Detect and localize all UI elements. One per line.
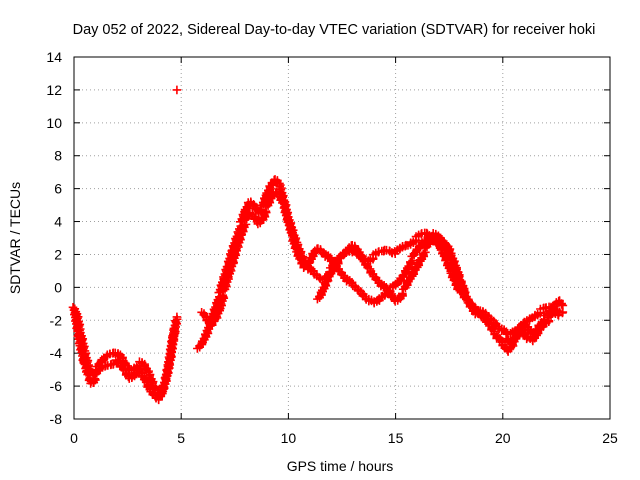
data-point-track-e bbox=[333, 257, 343, 267]
data-point-track-c bbox=[256, 204, 266, 214]
y-tick-label: 6 bbox=[54, 181, 62, 197]
data-point-track-b bbox=[91, 366, 101, 375]
data-point-track-e bbox=[398, 289, 407, 298]
data-point-track-f bbox=[557, 300, 566, 309]
chart-title: Day 052 of 2022, Sidereal Day-to-day VTE… bbox=[73, 22, 596, 38]
grid-lines bbox=[74, 57, 610, 419]
y-tick-label: 14 bbox=[46, 49, 62, 65]
y-tick-label: 4 bbox=[54, 214, 62, 230]
data-point-track-a bbox=[172, 312, 182, 322]
y-tick-label: -2 bbox=[50, 312, 63, 328]
data-point-track-b bbox=[170, 324, 180, 333]
data-point-track-d bbox=[554, 311, 563, 320]
x-tick-label: 20 bbox=[495, 430, 511, 446]
data-point-track-e bbox=[459, 286, 469, 295]
y-tick-label: 12 bbox=[46, 82, 62, 98]
x-tick-label: 5 bbox=[177, 430, 185, 446]
y-tick-label: -6 bbox=[50, 378, 63, 394]
plot-frame bbox=[73, 56, 611, 420]
x-axis-label: GPS time / hours bbox=[287, 458, 394, 474]
y-tick-label: 8 bbox=[54, 148, 62, 164]
x-tick-label: 25 bbox=[602, 430, 618, 446]
y-tick-label: 0 bbox=[54, 279, 62, 295]
x-tick-label: 15 bbox=[388, 430, 404, 446]
axis-ticks: 0 5 10 15 20 25 -8 -6 -4 -2 0 2 4 6 8 10 12 14 bbox=[46, 49, 618, 446]
x-tick-label: 0 bbox=[70, 430, 78, 446]
y-tick-label: -4 bbox=[50, 345, 63, 361]
y-axis-label: SDTVAR / TECUs bbox=[7, 182, 23, 294]
data-markers bbox=[68, 85, 568, 405]
data-point-outlier bbox=[172, 85, 182, 95]
y-tick-label: 10 bbox=[46, 115, 62, 131]
y-tick-label: 2 bbox=[54, 246, 62, 262]
data-point-track-f bbox=[558, 301, 568, 310]
y-tick-label: -8 bbox=[50, 411, 63, 427]
x-tick-label: 10 bbox=[281, 430, 297, 446]
